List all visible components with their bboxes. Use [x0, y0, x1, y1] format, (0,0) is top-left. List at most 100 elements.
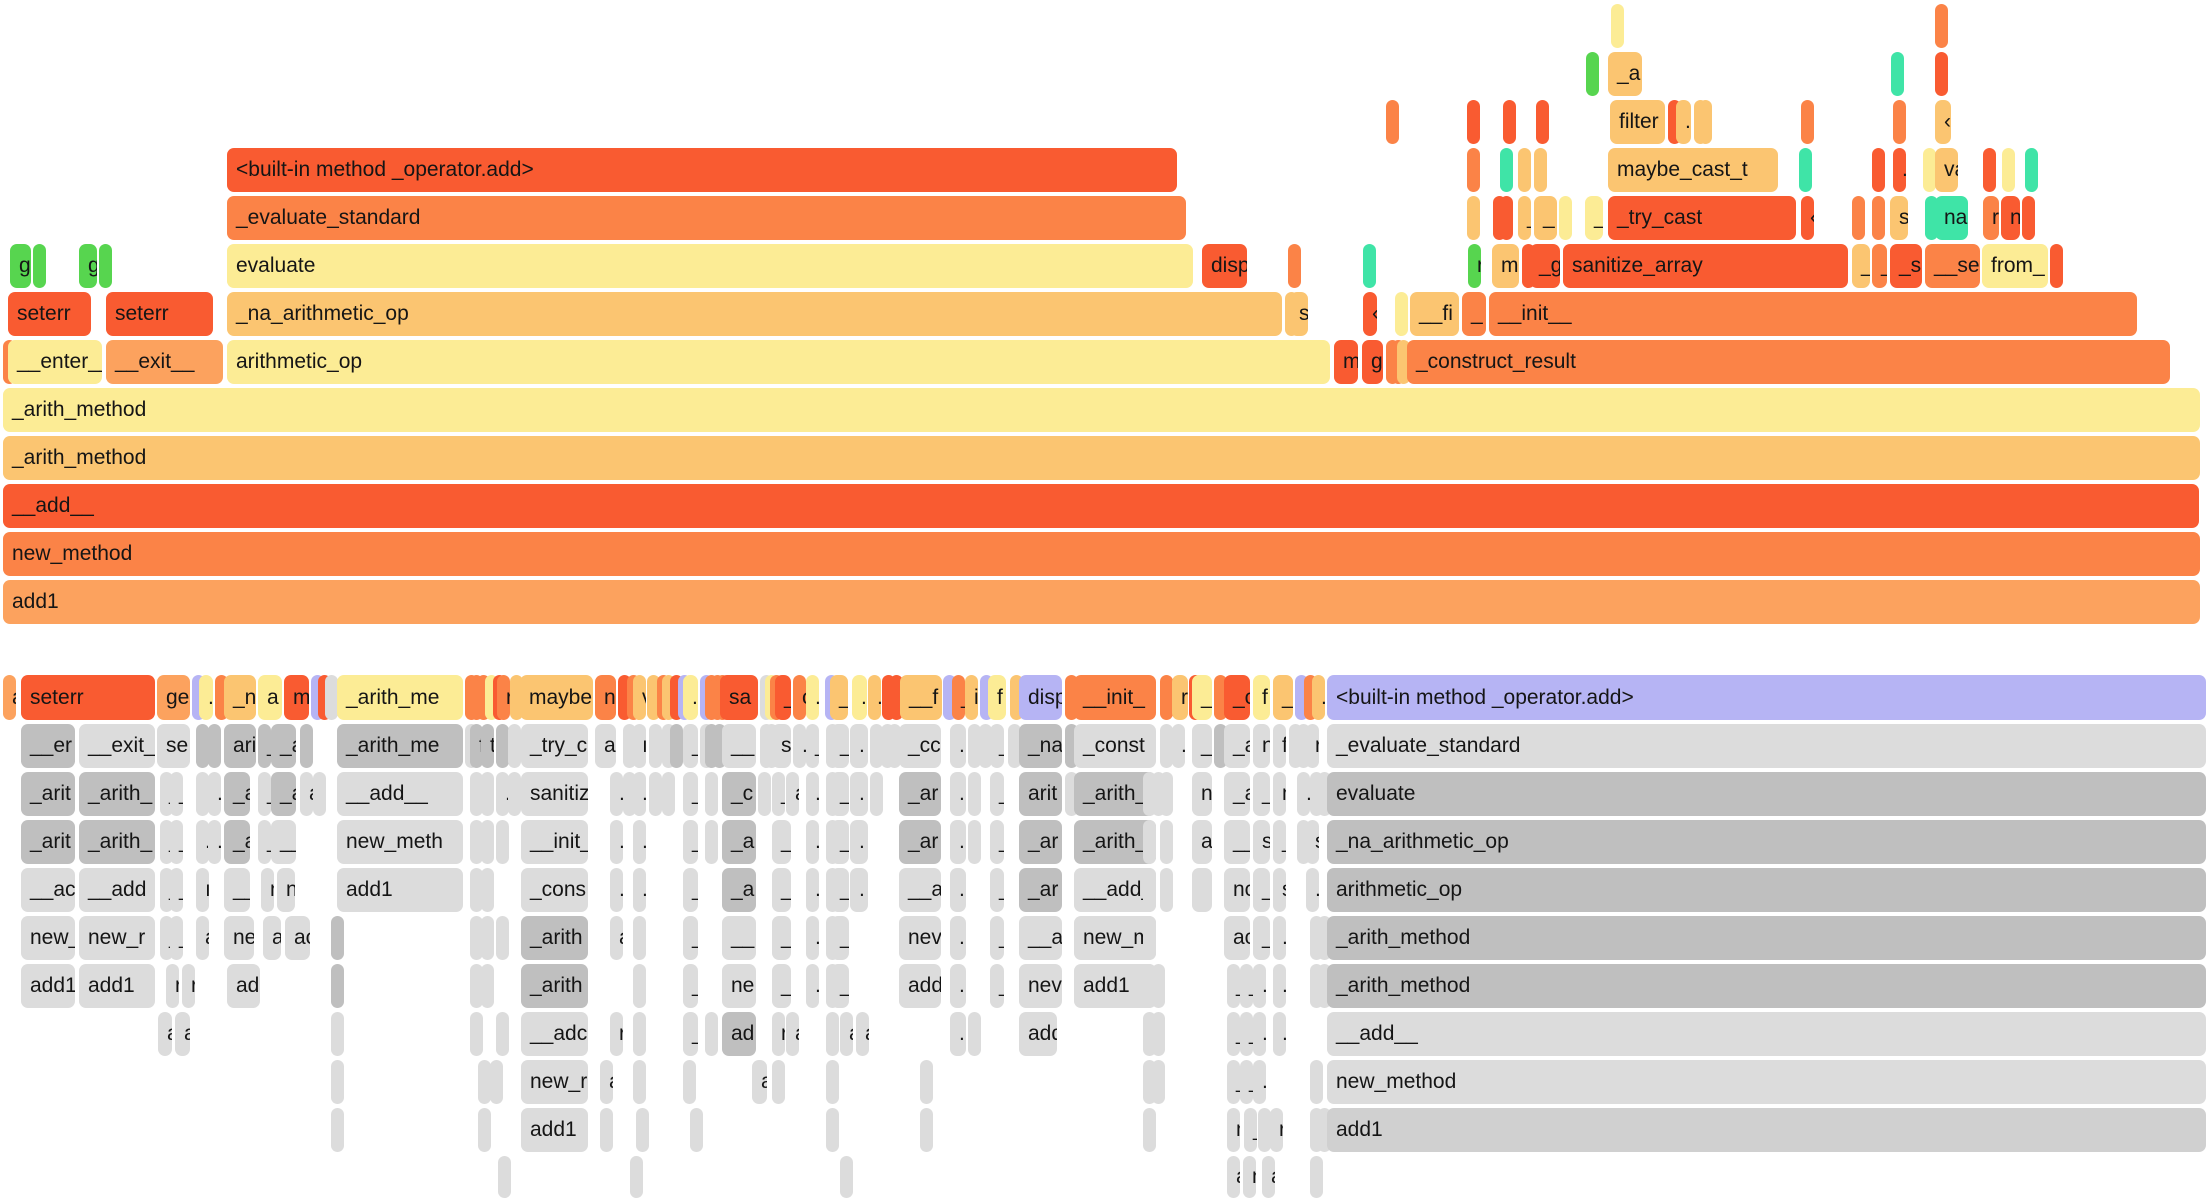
frame-tick[interactable]: _: [831, 868, 849, 912]
frame-tick[interactable]: [1395, 292, 1408, 336]
frame-ac[interactable]: ac: [285, 916, 310, 960]
frame-tick[interactable]: [1143, 820, 1156, 864]
frame-tick[interactable]: [690, 1108, 703, 1152]
frame-g[interactable]: g: [1362, 340, 1383, 384]
frame-tick[interactable]: [300, 724, 313, 768]
frame-c[interactable]: c: [793, 675, 806, 720]
frame-f[interactable]: f: [988, 675, 1006, 720]
frame-ar[interactable]: _ar: [1019, 868, 1062, 912]
frame-tick[interactable]: _: [990, 820, 1004, 864]
frame-new[interactable]: new_: [21, 916, 75, 960]
frame-tick[interactable]: .: [1273, 964, 1286, 1008]
frame-tick[interactable]: .: [208, 820, 221, 864]
frame-tick[interactable]: .: [793, 724, 806, 768]
frame-built-in-method-operator-add[interactable]: <built-in method _operator.add>: [1327, 675, 2206, 720]
frame-tick[interactable]: [1925, 196, 1938, 240]
frame-new-method[interactable]: new_method: [1327, 1060, 2206, 1104]
frame-tick[interactable]: [890, 675, 903, 720]
frame-tick[interactable]: [1160, 675, 1173, 720]
frame-a[interactable]: _a: [722, 820, 756, 864]
frame-tick[interactable]: [968, 724, 981, 768]
frame-new-meth[interactable]: new_meth: [337, 820, 463, 864]
frame-tick[interactable]: .: [683, 675, 698, 720]
frame-arith-me[interactable]: _arith_me: [337, 675, 463, 720]
frame-new-r[interactable]: new_r: [79, 916, 155, 960]
frame-ar[interactable]: _ar: [899, 820, 941, 864]
frame-tick[interactable]: _: [772, 772, 785, 816]
frame-tick[interactable]: _: [772, 916, 791, 960]
frame-arit[interactable]: _arit: [21, 820, 75, 864]
frame-a[interactable]: a: [840, 1012, 853, 1056]
frame-tick[interactable]: [481, 820, 494, 864]
frame-n[interactable]: n: [261, 868, 274, 912]
frame-a[interactable]: _a: [1224, 772, 1250, 816]
frame-tick[interactable]: [1214, 675, 1227, 720]
frame-a[interactable]: a: [1262, 1156, 1275, 1198]
frame-a[interactable]: _a: [722, 868, 756, 912]
frame-tick[interactable]: [331, 1108, 344, 1152]
frame-tick[interactable]: .: [850, 772, 868, 816]
frame-tick[interactable]: .: [1273, 916, 1286, 960]
frame-tick[interactable]: [208, 724, 221, 768]
frame-add1[interactable]: add1: [79, 964, 155, 1008]
frame-tick[interactable]: [1160, 772, 1173, 816]
frame-tick[interactable]: [1872, 196, 1885, 240]
frame-tick[interactable]: [1611, 4, 1624, 48]
frame-tick[interactable]: [649, 724, 662, 768]
frame-tick[interactable]: [470, 820, 483, 864]
frame-tick[interactable]: [772, 1060, 785, 1104]
frame-add[interactable]: add: [1019, 1012, 1057, 1056]
frame-a[interactable]: a: [786, 772, 799, 816]
frame-tick[interactable]: [33, 244, 46, 288]
frame-sanitize-array[interactable]: sanitize_array: [1563, 244, 1848, 288]
frame-tick[interactable]: _: [772, 964, 791, 1008]
frame-tick[interactable]: [1893, 100, 1906, 144]
frame-m[interactable]: m: [1492, 244, 1519, 288]
frame-ac[interactable]: __ac: [21, 868, 75, 912]
frame-r[interactable]: r: [1306, 724, 1319, 768]
frame-arith[interactable]: _arith_: [1074, 820, 1156, 864]
frame-tick[interactable]: [481, 868, 494, 912]
frame-tick[interactable]: .: [1253, 1012, 1266, 1056]
frame-const[interactable]: _const: [1074, 724, 1156, 768]
frame-tick[interactable]: [600, 1108, 613, 1152]
frame-tick[interactable]: [496, 724, 509, 768]
frame-r[interactable]: r: [772, 1012, 785, 1056]
frame-tick[interactable]: ‹: [1801, 196, 1814, 240]
frame-tick[interactable]: [508, 724, 521, 768]
frame-a[interactable]: a: [595, 724, 616, 768]
frame-tick[interactable]: _: [990, 772, 1004, 816]
frame-tick[interactable]: [705, 820, 718, 864]
frame-a[interactable]: _a: [271, 724, 296, 768]
frame-m[interactable]: m: [1334, 340, 1358, 384]
frame-a[interactable]: a: [196, 916, 209, 960]
frame-tick[interactable]: [633, 964, 646, 1008]
frame-tick[interactable]: [1143, 1108, 1156, 1152]
frame-f[interactable]: __f: [900, 675, 942, 720]
frame-n[interactable]: n: [1192, 772, 1212, 816]
frame-tick[interactable]: _: [806, 724, 819, 768]
frame-tick[interactable]: [196, 724, 209, 768]
frame-ar[interactable]: _ar: [1019, 820, 1062, 864]
frame-na-arithmetic-op[interactable]: _na_arithmetic_op: [227, 292, 1282, 336]
frame-tick[interactable]: .: [633, 772, 646, 816]
frame-exit[interactable]: __exit__: [106, 340, 223, 384]
frame-nc[interactable]: nc: [277, 868, 295, 912]
frame-tick[interactable]: [1152, 964, 1165, 1008]
frame-tick[interactable]: [1160, 724, 1173, 768]
frame-n[interactable]: n: [595, 675, 616, 720]
frame-tick[interactable]: .: [633, 820, 646, 864]
frame-v[interactable]: v: [633, 675, 646, 720]
frame-tick[interactable]: .: [1253, 964, 1266, 1008]
frame-tick[interactable]: [1534, 148, 1547, 192]
frame-ge[interactable]: _ge: [1530, 244, 1560, 288]
frame-tick[interactable]: _: [831, 724, 849, 768]
frame-arith[interactable]: _arith_: [1074, 772, 1156, 816]
frame-tick[interactable]: [670, 724, 683, 768]
frame-maybe-cast-t[interactable]: maybe_cast_t: [1608, 148, 1778, 192]
frame-a[interactable]: _a: [224, 772, 250, 816]
frame-tick[interactable]: [1801, 100, 1814, 144]
frame-tick[interactable]: [630, 1156, 643, 1198]
frame-add[interactable]: __add__: [1327, 1012, 2206, 1056]
frame-tick[interactable]: [1503, 100, 1516, 144]
